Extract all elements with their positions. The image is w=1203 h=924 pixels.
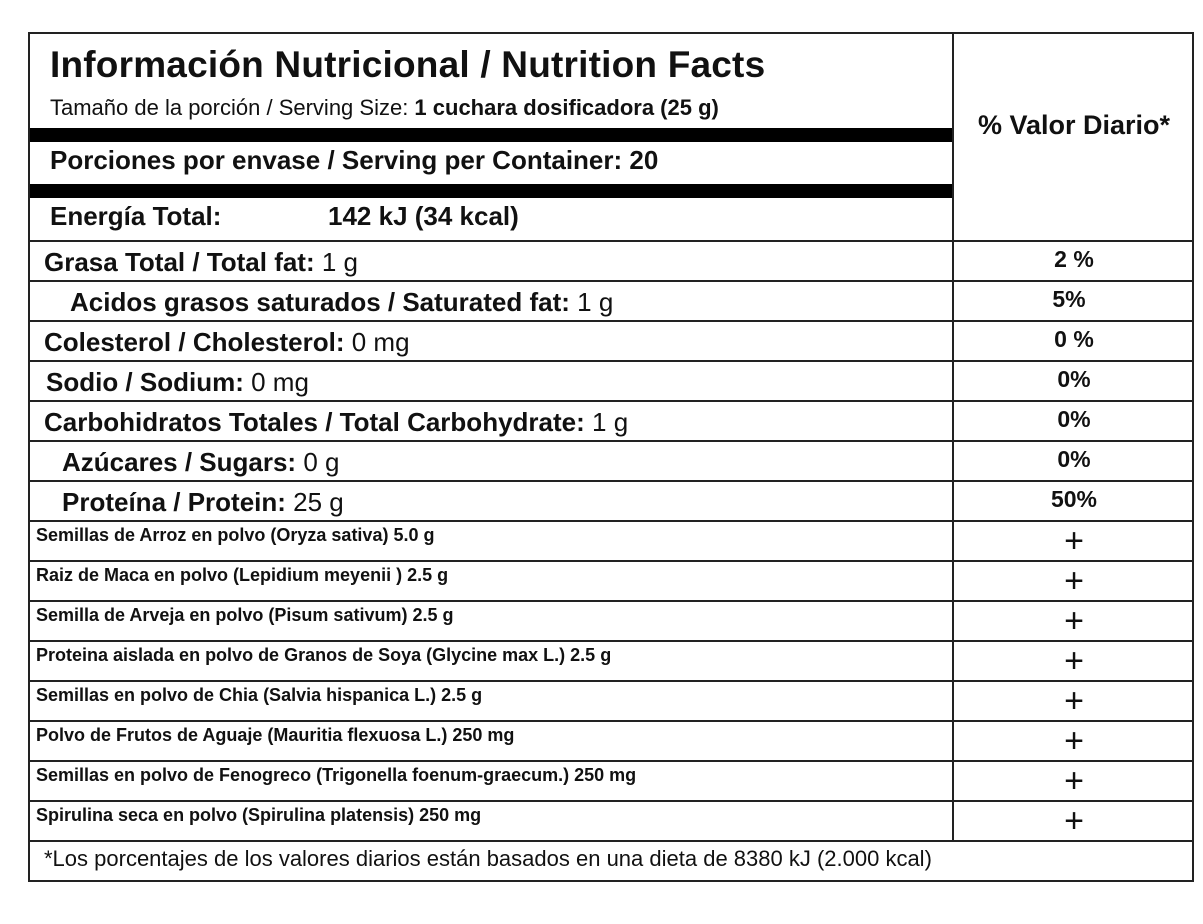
nutrient-label: Proteína / Protein: bbox=[62, 487, 286, 517]
row-divider bbox=[30, 320, 1192, 322]
plus-marker: + bbox=[1064, 762, 1084, 800]
column-divider bbox=[952, 34, 954, 841]
nutrient-dv: 50% bbox=[1050, 486, 1098, 512]
plus-marker: + bbox=[1064, 642, 1084, 680]
nutrient-row-sodium: Sodio / Sodium: 0 mg bbox=[46, 367, 309, 398]
nutrient-dv: 0 % bbox=[1054, 326, 1094, 352]
plus-marker: + bbox=[1064, 722, 1084, 760]
row-divider bbox=[30, 400, 1192, 402]
row-divider bbox=[30, 520, 1192, 522]
nutrient-amount: 0 mg bbox=[243, 367, 309, 397]
nutrient-row-total-fat: Grasa Total / Total fat: 1 g bbox=[44, 247, 358, 278]
servings-per-container: Porciones por envase / Serving per Conta… bbox=[50, 145, 659, 175]
plus-marker: + bbox=[1064, 562, 1084, 600]
row-divider bbox=[30, 480, 1192, 482]
serving-size-value: 1 cuchara dosificadora (25 g) bbox=[414, 95, 719, 120]
row-divider bbox=[30, 760, 1192, 762]
nutrient-amount: 1 g bbox=[314, 247, 359, 277]
ingredient-row: Raiz de Maca en polvo (Lepidium meyenii … bbox=[36, 565, 449, 585]
nutrient-amount: 1 g bbox=[584, 407, 629, 437]
row-divider bbox=[30, 240, 1192, 242]
nutrient-label: Acidos grasos saturados / Saturated fat: bbox=[70, 287, 570, 317]
nutrient-label: Grasa Total / Total fat: bbox=[44, 247, 315, 277]
thick-divider-2 bbox=[30, 184, 952, 198]
nutrient-row-cholesterol: Colesterol / Cholesterol: 0 mg bbox=[44, 327, 410, 358]
footnote: *Los porcentajes de los valores diarios … bbox=[44, 846, 932, 871]
nutrient-dv: 2 % bbox=[1054, 246, 1094, 272]
daily-value-header: % Valor Diario* bbox=[977, 110, 1171, 140]
ingredient-row: Proteina aislada en polvo de Granos de S… bbox=[36, 645, 612, 665]
plus-marker: + bbox=[1064, 802, 1084, 840]
row-divider bbox=[30, 360, 1192, 362]
nutrient-row-saturated-fat: Acidos grasos saturados / Saturated fat:… bbox=[70, 287, 613, 318]
row-divider bbox=[30, 720, 1192, 722]
nutrient-label: Sodio / Sodium: bbox=[46, 367, 244, 397]
nutrient-label: Carbohidratos Totales / Total Carbohydra… bbox=[44, 407, 585, 437]
energy-label: Energía Total: bbox=[50, 201, 222, 231]
nutrient-row-carbohydrate: Carbohidratos Totales / Total Carbohydra… bbox=[44, 407, 628, 438]
row-divider bbox=[30, 280, 1192, 282]
nutrient-amount: 0 g bbox=[296, 447, 340, 477]
row-divider bbox=[30, 440, 1192, 442]
ingredient-row: Polvo de Frutos de Aguaje (Mauritia flex… bbox=[36, 725, 515, 745]
nutrient-amount: 0 mg bbox=[344, 327, 410, 357]
row-divider bbox=[30, 800, 1192, 802]
row-divider bbox=[30, 640, 1192, 642]
nutrient-dv: 5% bbox=[1052, 286, 1086, 312]
serving-size: Tamaño de la porción / Serving Size: 1 c… bbox=[50, 95, 719, 121]
ingredient-row: Semillas de Arroz en polvo (Oryza sativa… bbox=[36, 525, 435, 545]
nutrition-facts-label: Información Nutricional / Nutrition Fact… bbox=[28, 32, 1194, 882]
energy-value: 142 kJ (34 kcal) bbox=[328, 201, 519, 231]
serving-size-label: Tamaño de la porción / Serving Size: bbox=[50, 95, 415, 120]
nutrient-dv: 0% bbox=[1057, 446, 1091, 472]
nutrient-dv: 0% bbox=[1057, 406, 1091, 432]
nutrient-dv: 0% bbox=[1057, 366, 1091, 392]
nutrient-label: Colesterol / Cholesterol: bbox=[44, 327, 345, 357]
ingredient-row: Semillas en polvo de Chia (Salvia hispan… bbox=[36, 685, 483, 705]
ingredient-row: Semillas en polvo de Fenogreco (Trigonel… bbox=[36, 765, 637, 785]
row-divider bbox=[30, 600, 1192, 602]
plus-marker: + bbox=[1064, 522, 1084, 560]
nutrient-amount: 25 g bbox=[285, 487, 344, 517]
nutrient-row-protein: Proteína / Protein: 25 g bbox=[62, 487, 344, 518]
label-title: Información Nutricional / Nutrition Fact… bbox=[50, 44, 766, 85]
row-divider bbox=[30, 840, 1192, 842]
nutrient-amount: 1 g bbox=[569, 287, 614, 317]
ingredient-row: Semilla de Arveja en polvo (Pisum sativu… bbox=[36, 605, 454, 625]
nutrient-label: Azúcares / Sugars: bbox=[62, 447, 297, 477]
thick-divider-1 bbox=[30, 128, 952, 142]
row-divider bbox=[30, 680, 1192, 682]
row-divider bbox=[30, 560, 1192, 562]
ingredient-row: Spirulina seca en polvo (Spirulina plate… bbox=[36, 805, 482, 825]
plus-marker: + bbox=[1064, 602, 1084, 640]
plus-marker: + bbox=[1064, 682, 1084, 720]
nutrient-row-sugars: Azúcares / Sugars: 0 g bbox=[62, 447, 339, 478]
